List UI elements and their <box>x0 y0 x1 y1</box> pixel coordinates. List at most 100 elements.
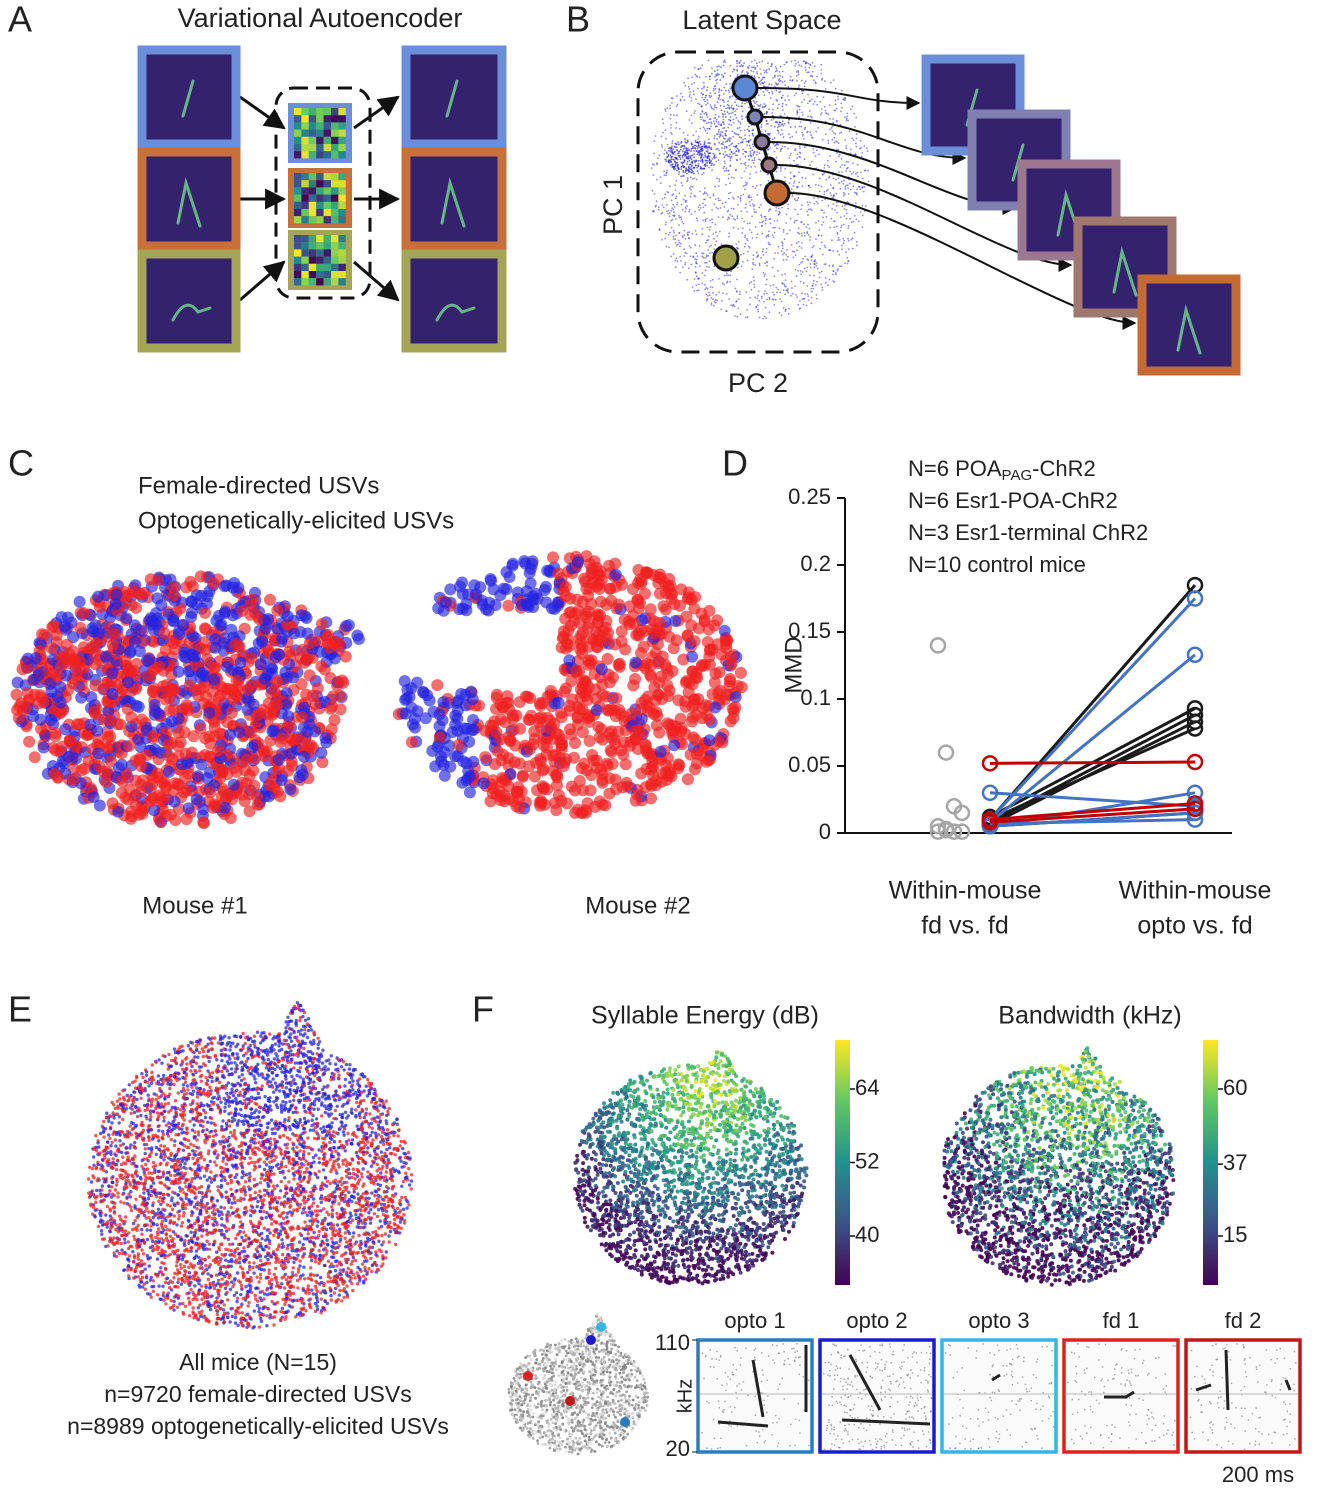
scatter-point <box>766 132 769 135</box>
scatter-point <box>670 127 672 129</box>
spectrogram-thumb <box>401 249 507 353</box>
scatter-point <box>731 95 734 98</box>
latent-cell <box>301 136 309 144</box>
scatter-point <box>667 233 670 236</box>
scatter-point <box>106 667 118 680</box>
scatter-point <box>798 125 801 128</box>
scatter-point <box>678 143 680 146</box>
scatter-point <box>675 95 678 97</box>
scatter-point <box>672 208 675 211</box>
scatter-point <box>685 252 688 255</box>
scatter-point <box>767 122 769 125</box>
scatter-point <box>510 709 523 722</box>
scatter-point <box>699 160 702 162</box>
scatter-point <box>744 242 747 245</box>
scatter-point <box>799 270 802 272</box>
scatter-point <box>702 219 705 222</box>
scatter-point <box>737 204 739 206</box>
latent-cell <box>294 136 302 144</box>
scatter-point <box>668 598 681 610</box>
scatter-point <box>709 219 711 222</box>
scatter-point <box>563 654 576 667</box>
scatter-point <box>832 273 834 276</box>
scatter-point <box>853 112 856 115</box>
scatter-point <box>783 252 785 254</box>
scatter-point <box>727 197 730 200</box>
scatter-point <box>684 200 687 202</box>
scatter-point <box>673 759 686 772</box>
scatter-point <box>771 112 774 114</box>
scatter-point <box>810 209 813 212</box>
scatter-point <box>186 580 199 593</box>
scatter-point <box>559 581 572 593</box>
scatter-point <box>765 235 768 238</box>
scatter-point <box>714 106 716 109</box>
scatter-point <box>798 245 801 248</box>
scatter-point <box>752 134 755 137</box>
scatter-point <box>776 291 778 294</box>
scatter-point <box>73 718 86 731</box>
scatter-point <box>748 130 751 133</box>
scatter-point <box>666 169 669 172</box>
latent-cell <box>331 173 339 181</box>
scatter-point <box>769 218 772 220</box>
scatter-point <box>729 213 732 216</box>
scatter-point <box>748 246 751 249</box>
scatter-point <box>791 195 794 198</box>
scatter-point <box>678 241 681 244</box>
scatter-point <box>803 297 806 300</box>
scatter-point <box>615 625 628 638</box>
latent-cell <box>323 235 331 243</box>
scatter-point <box>705 147 708 149</box>
scatter-point <box>691 122 693 125</box>
scatter-point <box>716 72 719 75</box>
scatter-point <box>703 86 705 89</box>
scatter-point <box>825 112 828 115</box>
scatter-point <box>248 779 261 792</box>
latent-cell <box>323 201 331 209</box>
scatter-point <box>815 297 818 300</box>
scatter-point <box>832 79 835 81</box>
scatter-point <box>676 203 678 206</box>
scatter-point <box>438 769 451 782</box>
scatter-point <box>732 208 735 210</box>
scatter-point <box>709 96 711 99</box>
latent-cell <box>308 173 317 181</box>
scatter-point <box>677 239 680 242</box>
scatter-point <box>497 701 509 714</box>
scatter-point <box>584 784 597 797</box>
scatter-point <box>681 95 684 98</box>
scatter-point <box>747 195 750 198</box>
scatter-point <box>759 68 762 70</box>
scatter-point <box>781 145 784 148</box>
scatter-point <box>701 272 704 274</box>
axis-label: PC 2 <box>728 368 788 398</box>
scatter-point <box>847 225 850 227</box>
scatter-point <box>672 193 675 196</box>
scatter-point <box>803 267 806 270</box>
scatter-point <box>809 266 812 269</box>
scatter-point <box>669 104 671 107</box>
scatter-point <box>723 170 726 172</box>
scatter-point <box>744 181 747 184</box>
latent-cell <box>301 173 309 181</box>
scatter-point <box>756 151 759 154</box>
scatter-point <box>836 152 838 154</box>
latent-cell <box>316 209 324 217</box>
scatter-point <box>775 209 777 212</box>
latent-cell <box>323 194 331 202</box>
scatter-point <box>723 86 726 89</box>
scatter-point <box>782 231 785 233</box>
scatter-point <box>706 132 709 135</box>
scatter-point <box>808 66 811 69</box>
scatter-point <box>795 294 797 296</box>
scatter-point <box>709 152 712 155</box>
scatter-point <box>794 285 796 288</box>
scatter-point <box>666 191 669 193</box>
scatter-point <box>757 308 759 311</box>
scatter-point <box>705 192 708 195</box>
latent-cell <box>308 122 317 130</box>
scatter-point <box>845 144 848 147</box>
scatter-point <box>771 234 774 237</box>
scatter-point <box>680 161 683 164</box>
